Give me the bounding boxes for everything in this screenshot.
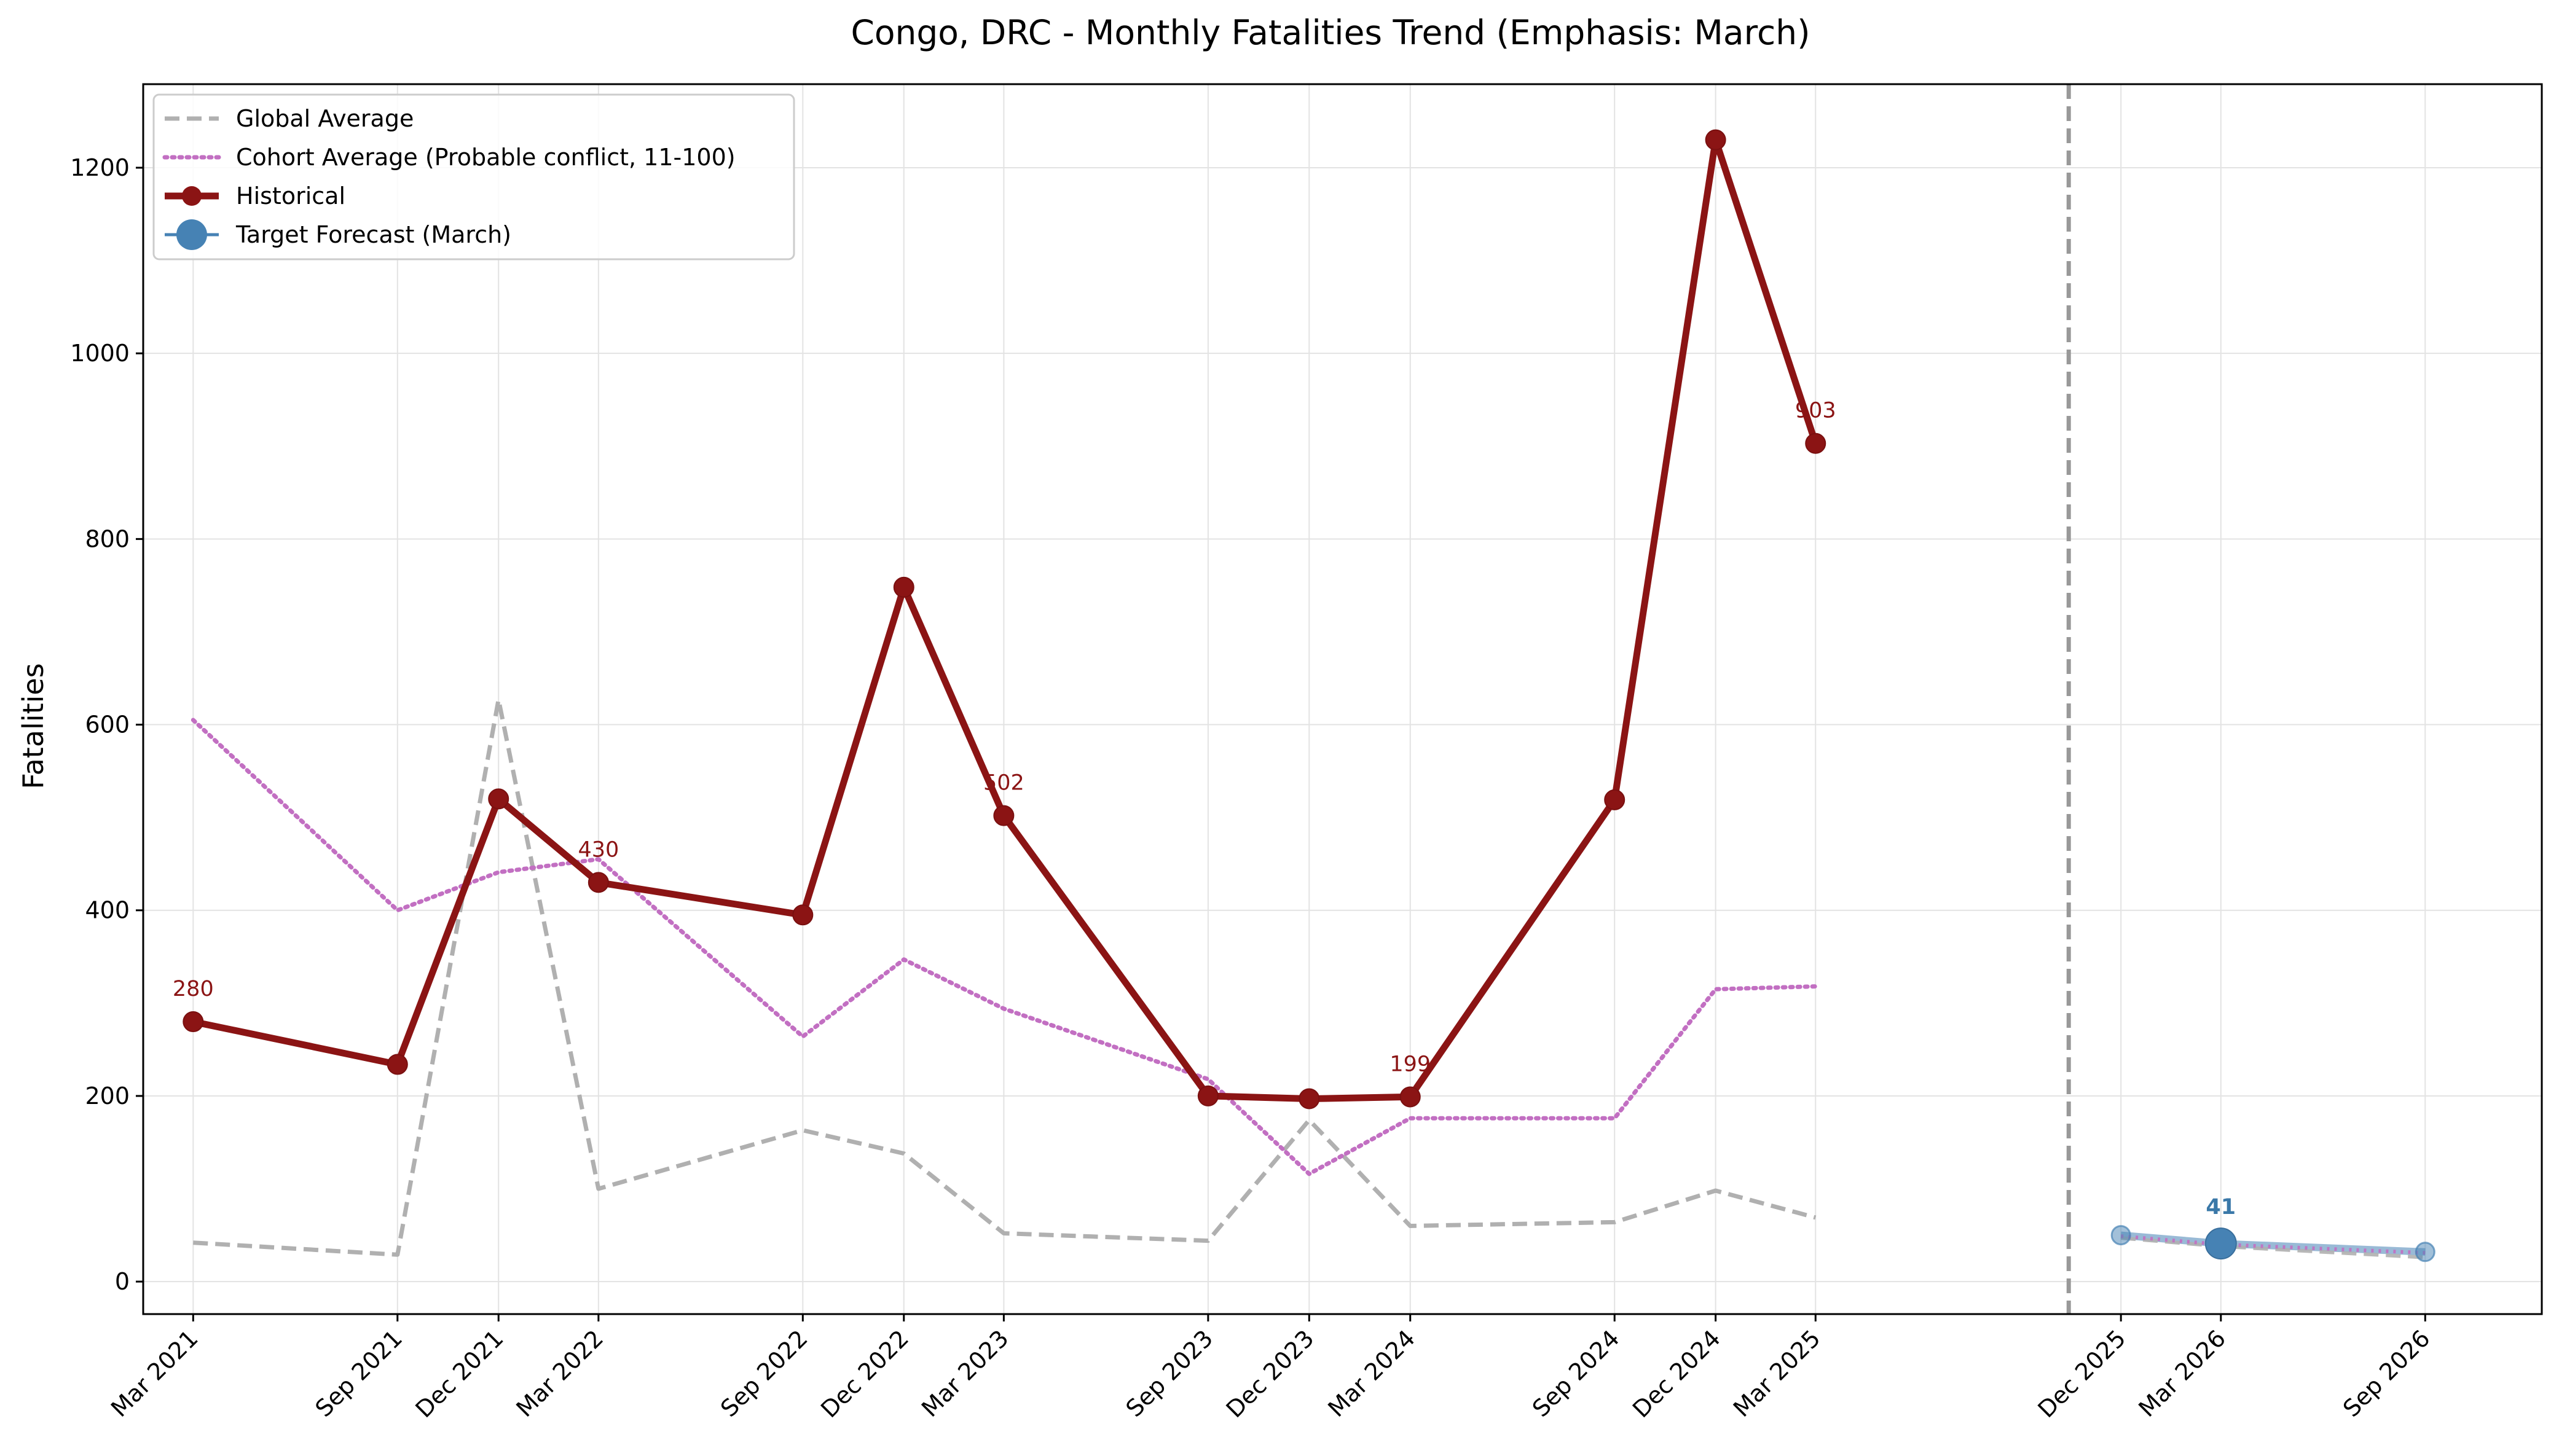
- historical-point: [588, 872, 609, 893]
- data-label: 199: [1390, 1052, 1431, 1076]
- y-axis-label: Fatalities: [17, 663, 50, 789]
- legend-label: Target Forecast (March): [235, 221, 511, 248]
- forecast-target-point: [2204, 1227, 2237, 1260]
- annotation-layer: 280 430 502 199 903 41: [173, 399, 2236, 1219]
- historical-point: [1197, 1085, 1219, 1106]
- legend-swatch-marker: [182, 186, 202, 206]
- historical-point: [1805, 432, 1826, 454]
- forecast-point: [2415, 1242, 2435, 1262]
- y-tick-label: 400: [85, 897, 130, 924]
- series-global-average-line: [193, 697, 1817, 1257]
- forecast-point: [2110, 1225, 2131, 1246]
- historical-point: [1604, 789, 1625, 810]
- historical-point: [792, 904, 814, 926]
- legend: Global Average Cohort Average (Probable c…: [152, 93, 795, 260]
- legend-label: Cohort Average (Probable conflict, 11-10…: [236, 144, 736, 171]
- y-tick-label: 0: [115, 1268, 130, 1295]
- historical-point: [1299, 1088, 1320, 1110]
- y-tick-label: 200: [85, 1082, 130, 1110]
- historical-point: [993, 805, 1015, 826]
- data-label: 903: [1795, 399, 1836, 423]
- series-cohort-average-line: [191, 718, 1818, 1176]
- historical-point: [488, 788, 509, 810]
- legend-box: [152, 93, 795, 260]
- chart-title: Congo, DRC - Monthly Fatalities Trend (E…: [851, 13, 1810, 52]
- historical-point: [1705, 129, 1726, 151]
- legend-label: Historical: [236, 182, 345, 209]
- series-layer: [183, 129, 2435, 1262]
- y-tick-label: 1000: [70, 340, 130, 367]
- y-tick-label: 800: [85, 525, 130, 552]
- historical-point: [387, 1054, 408, 1075]
- data-label: 280: [173, 977, 214, 1001]
- legend-label: Global Average: [236, 105, 414, 132]
- legend-swatch-marker: [176, 219, 207, 250]
- historical-point: [183, 1011, 204, 1033]
- historical-point: [893, 576, 914, 598]
- data-label: 502: [983, 771, 1024, 796]
- y-tick-label: 600: [85, 711, 130, 738]
- y-tick-label: 1200: [70, 154, 130, 181]
- data-label: 41: [2206, 1195, 2236, 1219]
- plot-frame: [142, 83, 2543, 1315]
- forecast-cohort-average-line: [2120, 1234, 2426, 1255]
- data-label: 430: [578, 837, 619, 862]
- historical-point: [1399, 1086, 1421, 1108]
